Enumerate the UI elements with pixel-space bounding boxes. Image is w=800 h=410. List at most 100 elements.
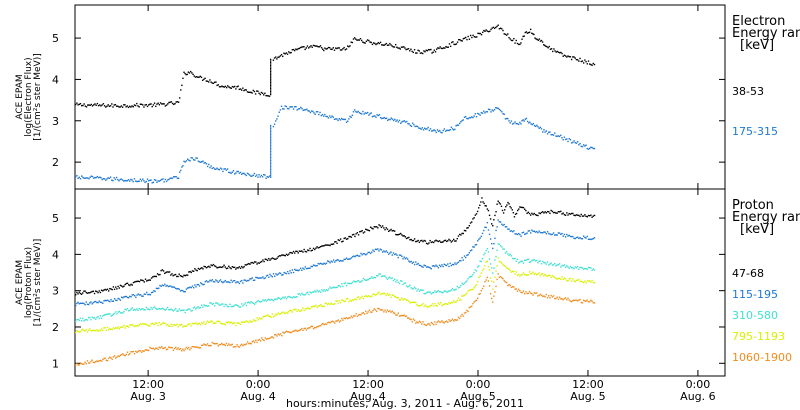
data-point [299, 294, 302, 296]
data-point [108, 105, 111, 108]
data-point [400, 280, 402, 282]
data-point [558, 232, 561, 234]
data-point [398, 47, 400, 49]
data-point [360, 281, 362, 283]
data-point [556, 212, 558, 214]
data-point [83, 302, 85, 305]
data-point [315, 45, 317, 47]
data-point [343, 258, 345, 261]
data-point [461, 119, 463, 122]
data-point [343, 237, 345, 240]
data-point [480, 260, 483, 263]
data-point [284, 296, 287, 298]
data-point [209, 344, 211, 347]
data-point [274, 334, 276, 336]
data-point [125, 179, 127, 182]
data-point [544, 231, 546, 233]
data-point [194, 159, 196, 161]
data-point [319, 262, 322, 265]
data-point [323, 262, 325, 265]
data-point [144, 308, 146, 311]
data-point [330, 287, 332, 289]
data-point [271, 336, 274, 338]
data-point [377, 248, 379, 250]
data-point [590, 63, 592, 66]
data-point [409, 50, 411, 52]
data-point [582, 235, 585, 237]
data-point [191, 322, 193, 324]
data-point [259, 318, 262, 320]
data-point [119, 284, 122, 287]
data-point [223, 343, 225, 346]
data-point [447, 291, 449, 293]
data-point [465, 281, 467, 283]
data-point [290, 51, 292, 54]
data-point [401, 46, 404, 48]
data-point [122, 286, 124, 288]
data-point [301, 327, 303, 330]
data-point [297, 309, 299, 311]
data-point [361, 113, 363, 115]
data-point [555, 135, 557, 137]
data-point [540, 263, 543, 265]
data-point [188, 346, 190, 349]
data-point [165, 308, 168, 310]
data-point [98, 317, 100, 320]
data-point [199, 282, 202, 284]
data-point [544, 211, 546, 213]
data-point [429, 128, 432, 130]
data-point [338, 285, 341, 287]
data-point [157, 348, 159, 351]
data-point [226, 305, 229, 308]
data-point [205, 304, 208, 307]
data-point [322, 290, 324, 292]
data-point [541, 41, 544, 43]
data-point [270, 149, 272, 151]
data-point [317, 247, 319, 249]
data-point [285, 253, 288, 256]
data-point [303, 248, 305, 251]
data-point [528, 31, 531, 33]
data-point [89, 176, 91, 178]
data-point [441, 291, 443, 294]
data-point [224, 168, 226, 170]
data-point [372, 115, 375, 117]
data-point [337, 319, 339, 321]
data-point [499, 203, 502, 205]
data-point [129, 352, 131, 355]
data-point [362, 277, 365, 280]
data-point [311, 305, 314, 308]
data-point [454, 318, 456, 321]
data-point [120, 326, 123, 328]
data-point [183, 274, 185, 276]
data-point [350, 41, 352, 43]
x-tick-label-time: 0:00 [466, 378, 491, 391]
data-point [503, 265, 505, 267]
data-point [310, 306, 312, 308]
y-axis-label-line: log(Proton Flux) [24, 247, 34, 318]
data-point [563, 277, 566, 279]
data-point [334, 286, 336, 289]
data-point [586, 280, 588, 282]
data-point [444, 290, 447, 292]
data-point [519, 43, 521, 46]
data-point [350, 116, 352, 119]
data-point [408, 123, 410, 125]
data-point [251, 261, 254, 264]
data-point [270, 275, 272, 277]
data-point [243, 266, 245, 268]
data-point [483, 285, 485, 287]
data-point [190, 347, 192, 349]
data-point [320, 47, 323, 49]
data-point [504, 33, 507, 36]
data-point [397, 256, 399, 259]
data-point [365, 254, 367, 256]
data-point [237, 305, 239, 307]
data-point [531, 229, 533, 231]
data-point [489, 277, 492, 279]
data-point [136, 351, 138, 353]
data-point [149, 346, 151, 349]
data-point [572, 56, 574, 58]
data-point [300, 106, 302, 109]
